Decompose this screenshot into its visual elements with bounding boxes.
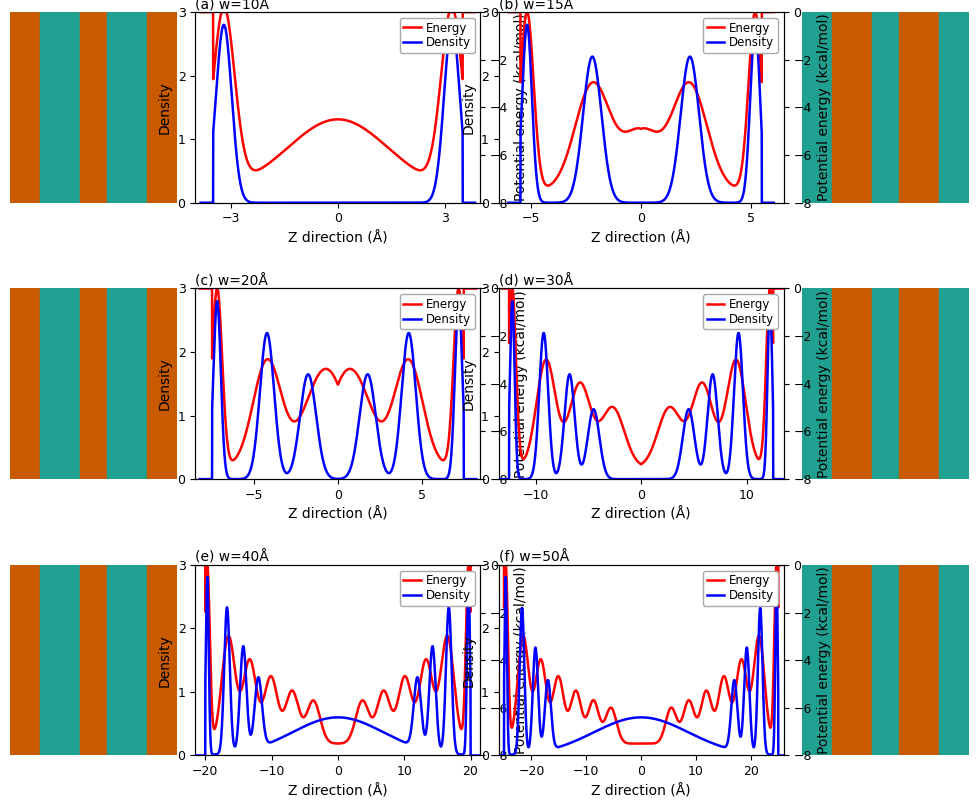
Bar: [107, 565, 147, 755]
Text: (f) w=50Å: (f) w=50Å: [498, 550, 568, 565]
Legend: Energy, Density: Energy, Density: [702, 294, 777, 329]
Bar: [898, 565, 938, 755]
Text: (d) w=30Å: (d) w=30Å: [498, 274, 572, 288]
Legend: Energy, Density: Energy, Density: [399, 570, 474, 606]
Y-axis label: Density: Density: [461, 81, 474, 134]
Legend: Energy, Density: Energy, Density: [702, 570, 777, 606]
Y-axis label: Density: Density: [461, 357, 474, 410]
Y-axis label: Density: Density: [157, 357, 172, 410]
Bar: [898, 288, 938, 479]
Y-axis label: Density: Density: [157, 633, 172, 687]
Bar: [80, 288, 107, 479]
Bar: [147, 288, 177, 479]
X-axis label: Z direction (Å): Z direction (Å): [591, 784, 690, 798]
Bar: [938, 288, 968, 479]
X-axis label: Z direction (Å): Z direction (Å): [591, 507, 690, 522]
Bar: [831, 565, 871, 755]
Legend: Energy, Density: Energy, Density: [399, 294, 474, 329]
Bar: [831, 12, 871, 203]
Text: (e) w=40Å: (e) w=40Å: [196, 550, 269, 565]
Text: (c) w=20Å: (c) w=20Å: [196, 274, 268, 288]
Bar: [801, 565, 831, 755]
Bar: [871, 12, 898, 203]
Bar: [871, 565, 898, 755]
Y-axis label: Potential energy (kcal/mol): Potential energy (kcal/mol): [817, 14, 830, 201]
Legend: Energy, Density: Energy, Density: [399, 18, 474, 53]
Bar: [938, 565, 968, 755]
Bar: [801, 288, 831, 479]
Y-axis label: Density: Density: [157, 81, 172, 134]
Bar: [831, 288, 871, 479]
Bar: [938, 12, 968, 203]
X-axis label: Z direction (Å): Z direction (Å): [288, 507, 387, 522]
X-axis label: Z direction (Å): Z direction (Å): [288, 784, 387, 798]
Bar: [80, 12, 107, 203]
Y-axis label: Potential energy (kcal/mol): Potential energy (kcal/mol): [817, 290, 830, 478]
Bar: [80, 565, 107, 755]
Bar: [40, 288, 80, 479]
Y-axis label: Potential energy (kcal/mol): Potential energy (kcal/mol): [817, 566, 830, 754]
Text: (a) w=10Å: (a) w=10Å: [196, 0, 269, 12]
Bar: [107, 12, 147, 203]
X-axis label: Z direction (Å): Z direction (Å): [288, 231, 387, 246]
Bar: [40, 12, 80, 203]
Bar: [147, 565, 177, 755]
Bar: [871, 288, 898, 479]
Y-axis label: Potential energy (kcal/mol): Potential energy (kcal/mol): [513, 290, 528, 478]
Bar: [10, 12, 40, 203]
Bar: [801, 12, 831, 203]
Bar: [10, 288, 40, 479]
Y-axis label: Potential energy (kcal/mol): Potential energy (kcal/mol): [513, 566, 528, 754]
Y-axis label: Potential energy (kcal/mol): Potential energy (kcal/mol): [513, 14, 528, 201]
Legend: Energy, Density: Energy, Density: [702, 18, 777, 53]
Y-axis label: Density: Density: [461, 633, 474, 687]
Bar: [898, 12, 938, 203]
Text: (b) w=15Å: (b) w=15Å: [498, 0, 572, 12]
Bar: [10, 565, 40, 755]
Bar: [40, 565, 80, 755]
Bar: [147, 12, 177, 203]
X-axis label: Z direction (Å): Z direction (Å): [591, 231, 690, 246]
Bar: [107, 288, 147, 479]
